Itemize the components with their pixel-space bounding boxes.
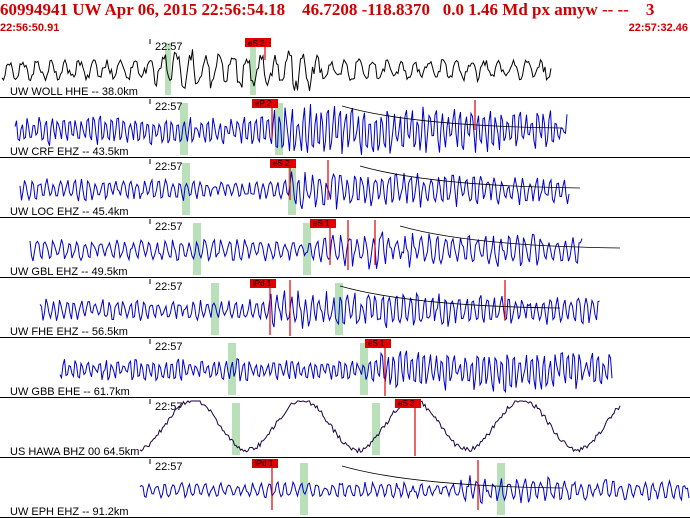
pick-flag[interactable] <box>395 399 421 408</box>
seismogram-panel: eS 2 22:57 UW WOLL HHE -- 38.0km eP 2 22:57 U… <box>0 38 690 518</box>
trace-panel: eS 2 22:57 US HAWA BHZ 00 64.5km <box>0 399 690 458</box>
coda-curve <box>339 285 561 309</box>
trace-panel: eS 2 22:57 UW LOC EHZ -- 45.4km <box>0 159 690 218</box>
phase-window-marker <box>232 403 240 455</box>
event-title: 60994941 UW Apr 06, 2015 22:56:54.18 46.… <box>0 0 655 19</box>
trace-panel: iPd 1 22:57 UW EPH EHZ -- 91.2km <box>0 459 690 518</box>
pick-flag[interactable] <box>252 459 278 468</box>
waveform-trace <box>139 400 621 454</box>
station-label: UW WOLL HHE -- 38.0km <box>10 86 138 98</box>
pick-label: eS 2 <box>273 159 290 168</box>
waveform-trace <box>39 290 600 329</box>
coda-curve <box>359 165 581 189</box>
pick-flag[interactable] <box>270 159 296 168</box>
waveform-trace <box>19 171 570 210</box>
waveform-trace <box>59 350 613 394</box>
waveform-trace <box>1 49 552 92</box>
time-tick-label: 22:57 <box>155 341 183 353</box>
waveform-trace <box>139 475 690 505</box>
time-tick-label: 22:57 <box>155 461 183 473</box>
waveform-trace <box>14 103 568 155</box>
trace-panel: eP 2 22:57 UW CRF EHZ -- 43.5km <box>0 99 690 158</box>
pick-label: iPd 1 <box>253 279 272 288</box>
phase-window-marker <box>372 403 380 455</box>
time-tick-label: 22:57 <box>155 221 183 233</box>
phase-window-marker <box>275 103 283 155</box>
event-header: 60994941 UW Apr 06, 2015 22:56:54.18 46.… <box>0 0 690 38</box>
phase-window-marker <box>303 223 311 275</box>
station-label: UW CRF EHZ -- 43.5km <box>10 146 129 158</box>
phase-window-marker <box>165 43 171 95</box>
trace-panel: eS 1 22:57 UW GBB EHE -- 61.7km <box>0 339 690 398</box>
phase-window-marker <box>360 343 368 395</box>
pick-flag[interactable] <box>310 219 336 228</box>
time-tick-label: 22:57 <box>155 401 183 413</box>
station-label: UW EPH EHZ -- 91.2km <box>10 506 129 518</box>
phase-window-marker <box>250 43 256 95</box>
trace-panel: iPd 1 22:57 UW FHE EHZ -- 56.5km <box>0 279 690 338</box>
end-time: 22:57:32.46 <box>628 22 688 34</box>
phase-window-marker <box>180 103 188 155</box>
coda-curve <box>399 225 621 249</box>
pick-flag[interactable] <box>252 99 278 108</box>
phase-window-marker <box>193 223 201 275</box>
time-tick-label: 22:57 <box>155 101 183 113</box>
pick-flag[interactable] <box>245 38 271 47</box>
phase-window-marker <box>182 163 190 215</box>
time-tick-label: 22:57 <box>155 41 183 53</box>
station-label: UW GBB EHE -- 61.7km <box>10 386 130 398</box>
phase-window-marker <box>211 283 219 335</box>
pick-flag[interactable] <box>365 339 391 348</box>
coda-curve <box>341 105 563 129</box>
start-time: 22:56:50.91 <box>0 22 60 34</box>
pick-flag[interactable] <box>250 279 276 288</box>
phase-window-marker <box>288 163 296 215</box>
trace-panel: eS 1 22:57 UW GBL EHZ -- 49.5km <box>0 219 690 278</box>
pick-label: eP 2 <box>255 99 272 108</box>
station-label: UW LOC EHZ -- 45.4km <box>10 206 129 218</box>
waveform-trace <box>29 231 583 270</box>
station-label: UW GBL EHZ -- 49.5km <box>10 266 128 278</box>
time-tick-label: 22:57 <box>155 161 183 173</box>
pick-label: iPd 1 <box>255 459 274 468</box>
pick-label: eS 1 <box>368 339 385 348</box>
time-tick-label: 22:57 <box>155 281 183 293</box>
trace-panel: eS 2 22:57 UW WOLL HHE -- 38.0km <box>0 38 690 98</box>
phase-window-marker <box>300 463 308 515</box>
coda-curve <box>341 465 563 489</box>
pick-label: eS 2 <box>248 39 265 48</box>
pick-label: eS 1 <box>313 219 330 228</box>
phase-window-marker <box>228 343 236 395</box>
phase-window-marker <box>497 463 505 515</box>
pick-label: eS 2 <box>398 399 415 408</box>
station-label: UW FHE EHZ -- 56.5km <box>10 326 128 338</box>
station-label: US HAWA BHZ 00 64.5km <box>10 446 139 458</box>
